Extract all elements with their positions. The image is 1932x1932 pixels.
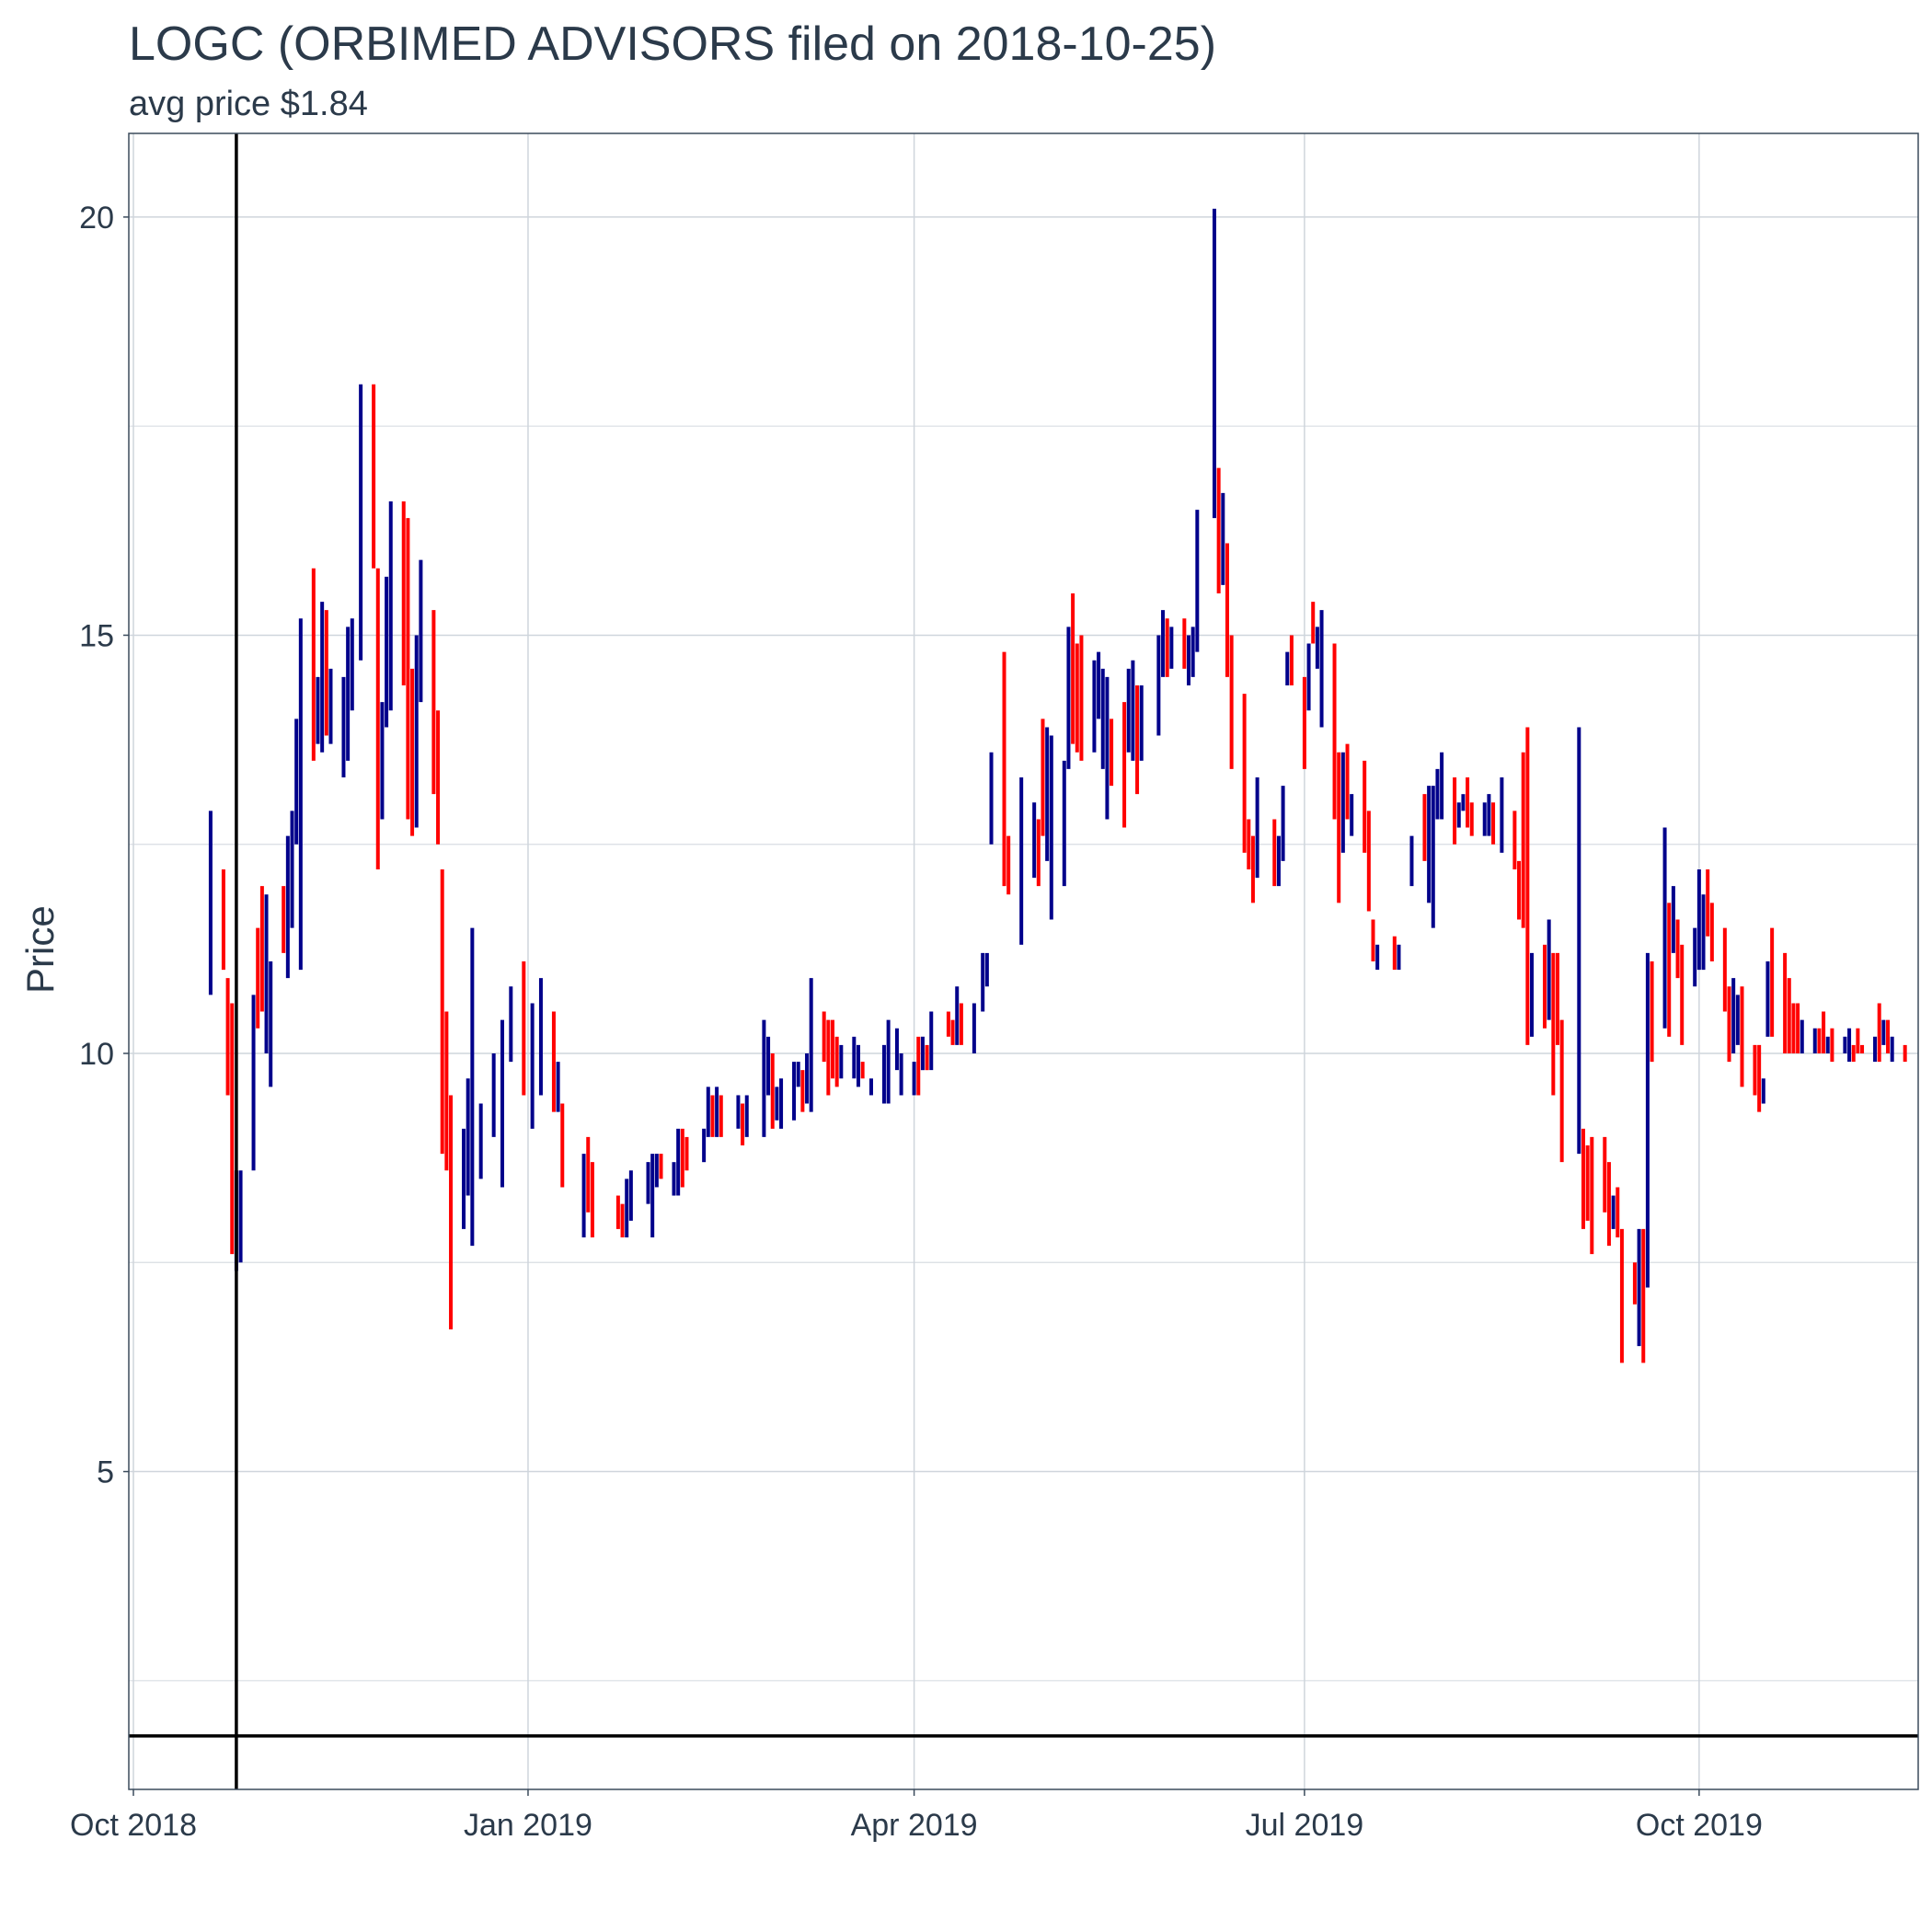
chart-title: LOGC (ORBIMED ADVISORS filed on 2018-10-… — [129, 17, 1217, 71]
x-tick-label: Apr 2019 — [851, 1808, 978, 1843]
y-tick-label: 10 — [79, 1037, 114, 1072]
chart-subtitle: avg price $1.84 — [129, 85, 368, 123]
x-axis-ticks: Oct 2018 Jan 2019 Apr 2019 Jul 2019 Oct 2019 — [70, 1789, 1763, 1843]
gridlines — [129, 133, 1918, 1789]
y-tick-label: 20 — [79, 201, 114, 236]
x-tick-label: Oct 2019 — [1636, 1808, 1763, 1843]
price-bars — [208, 208, 1907, 1363]
x-tick-label: Jan 2019 — [464, 1808, 592, 1843]
x-tick-label: Oct 2018 — [70, 1808, 197, 1843]
reference-lines — [129, 133, 1918, 1789]
y-tick-label: 15 — [79, 618, 114, 653]
y-axis-ticks: 5 10 15 20 — [79, 201, 129, 1490]
y-tick-label: 5 — [97, 1455, 114, 1490]
x-tick-label: Jul 2019 — [1246, 1808, 1364, 1843]
plot-panel-border — [128, 132, 1919, 1790]
